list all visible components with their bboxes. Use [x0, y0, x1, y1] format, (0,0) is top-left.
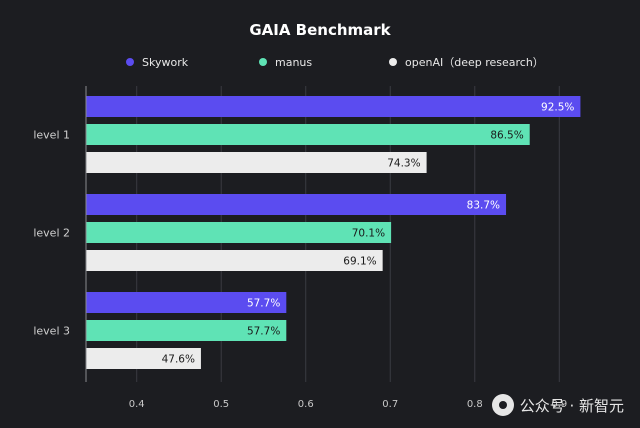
x-tick-label: 0.8	[467, 399, 483, 410]
bar-manus-level-3	[86, 320, 287, 341]
x-tick-label: 0.6	[298, 399, 314, 410]
legend-swatch	[126, 58, 134, 66]
x-tick-labels: 0.4 0.5 0.6 0.7 0.8 0.9	[129, 399, 567, 410]
bar-manus-level-2	[86, 222, 392, 243]
x-tick-label: 0.7	[382, 399, 398, 410]
category-labels: level 1 level 2 level 3	[33, 129, 70, 338]
category-label: level 3	[33, 325, 70, 338]
watermark: 公众号 · 新智元	[491, 394, 624, 416]
bar-skywork-level-1	[86, 96, 581, 117]
wechat-channel-icon	[491, 394, 514, 416]
chart-title: GAIA Benchmark	[249, 21, 391, 39]
bar-value-label: 86.5%	[490, 130, 523, 142]
bar-openai-level-2	[86, 250, 383, 271]
bar-manus-level-1	[86, 124, 530, 145]
bar-skywork-level-2	[86, 194, 507, 215]
bar-value-label: 74.3%	[387, 158, 420, 170]
legend-swatch	[389, 58, 397, 66]
legend-swatch	[259, 58, 267, 66]
bar-value-label: 57.7%	[247, 298, 280, 310]
bar-value-label: 69.1%	[343, 256, 376, 268]
legend-label: openAI（deep research）	[405, 56, 544, 69]
legend: Skywork manus openAI（deep research）	[126, 56, 544, 69]
x-tick-label: 0.4	[129, 399, 145, 410]
bar-value-label: 83.7%	[467, 200, 500, 212]
bar-skywork-level-3	[86, 292, 287, 313]
bar-value-label: 70.1%	[352, 228, 385, 240]
bar-openai-level-3	[86, 348, 201, 369]
bar-openai-level-1	[86, 152, 427, 173]
bars: 92.5% 86.5% 74.3% 83.7% 70.1% 69.1% 57.7% 57.7%…	[86, 96, 581, 369]
bar-value-label: 47.6%	[162, 354, 195, 366]
x-tick-label: 0.5	[213, 399, 229, 410]
bar-value-label: 57.7%	[247, 326, 280, 338]
category-label: level 2	[33, 227, 70, 240]
x-tick-label: 0.9	[551, 399, 567, 410]
watermark-text: 公众号 · 新智元	[519, 396, 624, 415]
bar-value-label: 92.5%	[541, 102, 574, 114]
legend-label: manus	[275, 56, 312, 69]
category-label: level 1	[33, 129, 70, 142]
legend-label: Skywork	[142, 56, 189, 69]
